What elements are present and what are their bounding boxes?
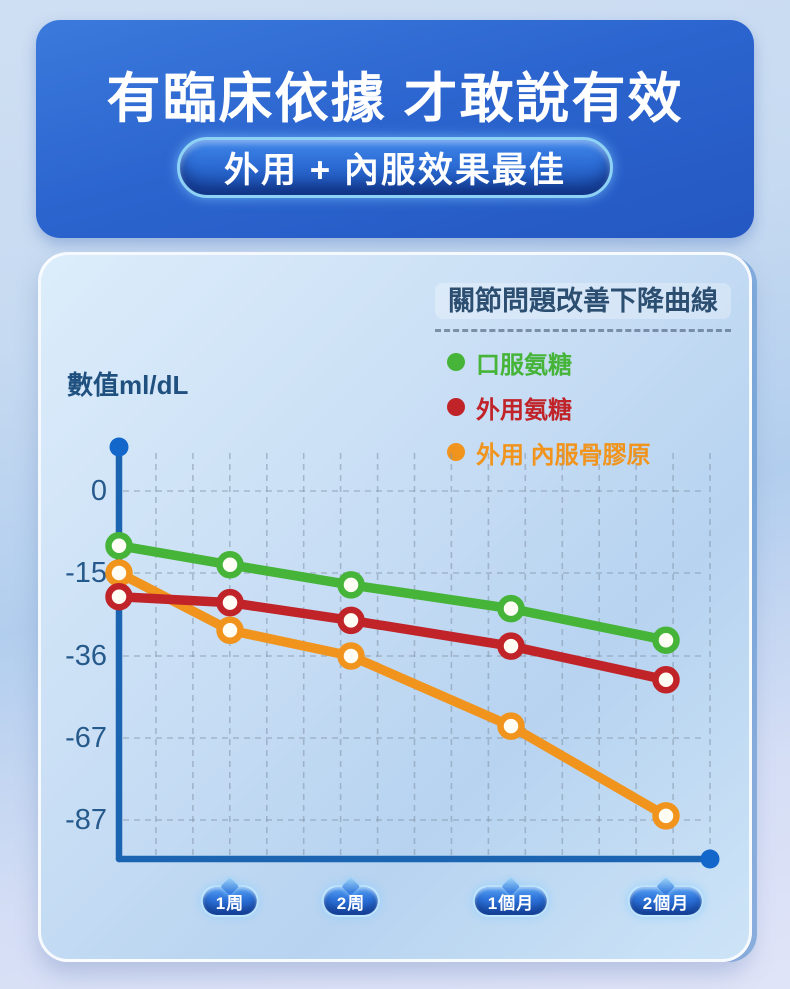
data-point [337,642,365,670]
legend-label: 口服氨糖 [476,351,572,379]
banner-title: 有臨床依據 才敢說有效 [106,69,684,129]
x-axis-end-dot [700,849,720,869]
y-tick-label: -36 [65,640,107,672]
data-point [105,531,133,560]
data-point [652,802,680,830]
chart-card: 關節問題改善下降曲線 口服氨糖 外用氨糖 外用 內服骨膠原 數值ml/dL 0 … [38,252,752,962]
x-axis-label-pill: 2個月 [627,877,705,917]
data-point [105,559,133,587]
y-axis-title: 數值ml/dL [67,370,189,400]
data-point [105,582,133,611]
x-axis-label-pill: 1周 [200,877,260,917]
data-point [216,588,244,617]
chart-title: 關節問題改善下降曲線 [435,283,731,319]
legend-label: 外用氨糖 [476,396,572,424]
series-line [114,540,671,645]
x-axis-label-pill: 2周 [321,877,381,917]
data-point [652,666,680,694]
data-point [497,594,525,623]
legend-dot-icon [447,353,465,371]
y-axis-end-dot [109,437,129,457]
series-line [114,568,671,821]
legend-dot-icon [447,398,465,416]
data-point [652,626,680,654]
legend-item: 外用氨糖 [435,392,731,424]
y-tick-label: -67 [65,722,107,754]
banner-subtitle-pill: 外用 + 內服效果最佳 [177,137,613,198]
data-point [216,551,244,579]
data-point [337,571,365,599]
data-point [337,606,365,635]
legend-item: 口服氨糖 [435,347,731,379]
chart-legend: 關節問題改善下降曲線 口服氨糖 外用氨糖 外用 內服骨膠原 [435,283,731,469]
data-point [216,616,244,645]
data-point [497,632,525,660]
y-tick-label: -15 [65,557,107,589]
y-tick-label: -87 [65,804,107,836]
data-point [497,712,525,740]
legend-item: 外用 內服骨膠原 [435,437,731,469]
series-line [114,591,671,685]
legend-dot-icon [447,443,465,461]
banner: 有臨床依據 才敢說有效 外用 + 內服效果最佳 [36,20,754,238]
legend-label: 外用 內服骨膠原 [476,441,651,469]
y-tick-label: 0 [90,475,107,507]
x-axis-label-pill: 1個月 [472,877,550,917]
legend-divider [435,329,731,332]
